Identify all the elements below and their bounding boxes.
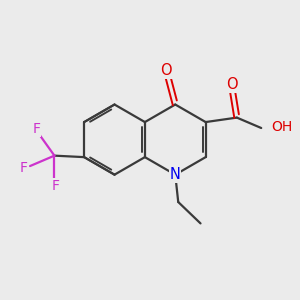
Text: F: F [52, 179, 60, 193]
Text: OH: OH [271, 120, 292, 134]
Text: F: F [20, 160, 28, 175]
Text: N: N [170, 167, 181, 182]
Text: O: O [226, 77, 238, 92]
Text: F: F [33, 122, 41, 136]
Text: O: O [160, 63, 172, 78]
